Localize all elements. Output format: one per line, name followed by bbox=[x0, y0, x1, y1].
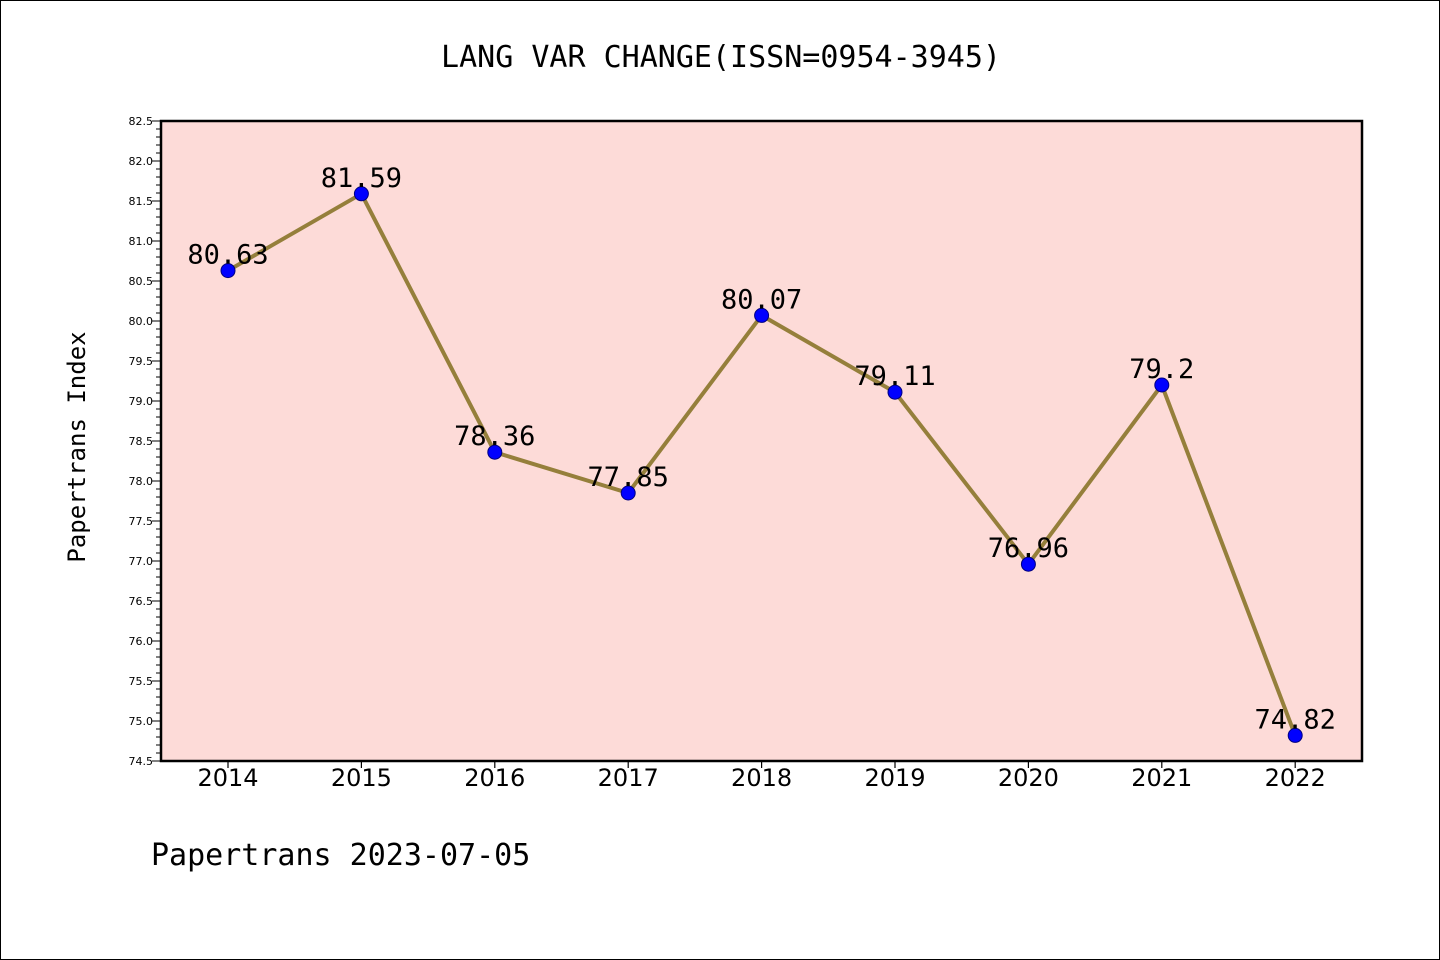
y-tick-label: 79.5 bbox=[129, 355, 154, 368]
data-point bbox=[1154, 377, 1170, 393]
x-tick-label: 2019 bbox=[864, 764, 925, 792]
data-labels: 80.63 81.59 78.36 77.85 80.07 79.11 76.96 79.2 7… bbox=[187, 163, 1335, 736]
data-label: 74.82 bbox=[1255, 704, 1336, 735]
data-point bbox=[487, 444, 503, 460]
y-tick-label: 82.0 bbox=[129, 155, 154, 168]
data-label: 76.96 bbox=[988, 533, 1069, 564]
x-tick-label: 2021 bbox=[1131, 764, 1192, 792]
data-point bbox=[620, 485, 636, 501]
data-label: 79.2 bbox=[1129, 354, 1194, 385]
y-tick-label: 80.5 bbox=[129, 275, 154, 288]
y-tick-label: 78.0 bbox=[129, 475, 154, 488]
data-point bbox=[1020, 556, 1036, 572]
y-tick-label: 74.5 bbox=[129, 755, 154, 768]
data-point bbox=[220, 263, 236, 279]
plot-area bbox=[161, 121, 1362, 761]
y-tick-label: 81.0 bbox=[129, 235, 154, 248]
plot-border bbox=[159, 119, 1364, 763]
x-tick-label: 2016 bbox=[464, 764, 525, 792]
data-label: 77.85 bbox=[588, 462, 669, 493]
chart-footer: Papertrans 2023-07-05 bbox=[151, 838, 530, 873]
data-point bbox=[887, 384, 903, 400]
x-tick-label: 2018 bbox=[731, 764, 792, 792]
y-tick-label: 82.5 bbox=[129, 115, 154, 128]
x-tick-label: 2015 bbox=[331, 764, 392, 792]
x-tick-label: 2020 bbox=[998, 764, 1059, 792]
chart-title: LANG VAR CHANGE(ISSN=0954-3945) bbox=[441, 40, 1001, 75]
y-tick-label: 75.5 bbox=[129, 675, 154, 688]
y-tick-label: 78.5 bbox=[129, 435, 154, 448]
x-tick-label: 2017 bbox=[598, 764, 659, 792]
y-tick-label: 76.0 bbox=[129, 635, 154, 648]
y-tick-label: 79.0 bbox=[129, 395, 154, 408]
y-tick-label: 77.0 bbox=[129, 555, 154, 568]
y-tick-label: 80.0 bbox=[129, 315, 154, 328]
data-markers bbox=[220, 186, 1303, 743]
x-tick-label: 2022 bbox=[1265, 764, 1326, 792]
y-axis: 74.5 75.0 75.5 76.0 76.5 77.0 77.5 78.0 78.5 79.0… bbox=[129, 115, 161, 768]
y-tick-label: 77.5 bbox=[129, 515, 154, 528]
data-point bbox=[754, 307, 770, 323]
data-label: 78.36 bbox=[454, 421, 535, 452]
data-label: 80.07 bbox=[721, 284, 802, 315]
data-label: 80.63 bbox=[187, 240, 268, 271]
y-tick-label: 81.5 bbox=[129, 195, 154, 208]
x-axis: 2014 2015 2016 2017 2018 2019 2020 2021 2022 bbox=[197, 761, 1326, 792]
y-tick-label: 76.5 bbox=[129, 595, 154, 608]
data-point bbox=[1287, 727, 1303, 743]
y-axis-label: Papertrans Index bbox=[63, 331, 91, 562]
data-label: 79.11 bbox=[854, 361, 935, 392]
x-tick-label: 2014 bbox=[197, 764, 258, 792]
data-label: 81.59 bbox=[321, 163, 402, 194]
y-tick-label: 75.0 bbox=[129, 715, 154, 728]
data-point bbox=[353, 186, 369, 202]
